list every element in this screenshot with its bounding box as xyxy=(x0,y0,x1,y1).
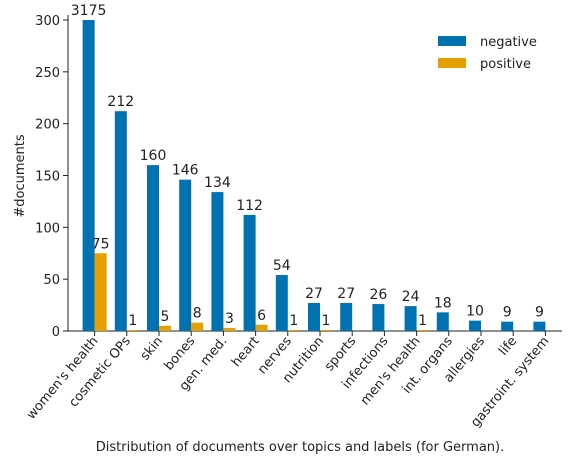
value-label: 6 xyxy=(257,308,266,324)
bar xyxy=(82,20,95,331)
bar xyxy=(94,253,107,331)
bar xyxy=(255,324,268,331)
y-tick-label: 150 xyxy=(35,170,60,185)
x-tick-label: skin xyxy=(138,334,166,364)
bar xyxy=(223,327,236,331)
y-tick-label: 50 xyxy=(43,273,60,288)
value-label: 8 xyxy=(193,306,202,322)
value-label: 24 xyxy=(402,289,420,305)
bar xyxy=(404,306,417,331)
chart-title: Distribution of documents over topics an… xyxy=(96,440,505,455)
value-label: 1 xyxy=(128,313,137,329)
value-label: 1 xyxy=(418,313,427,329)
y-tick-label: 100 xyxy=(35,221,60,236)
bar xyxy=(211,192,224,331)
value-label: 112 xyxy=(236,198,263,214)
bar xyxy=(243,214,256,331)
bar xyxy=(191,322,204,331)
bar xyxy=(416,329,429,331)
value-label: 212 xyxy=(107,94,134,110)
value-label: 146 xyxy=(172,163,199,179)
value-label: 9 xyxy=(535,305,544,321)
value-label: 134 xyxy=(204,175,231,191)
bar xyxy=(501,321,514,331)
bar xyxy=(372,304,385,331)
legend-swatch xyxy=(438,58,466,68)
x-tick-label: life xyxy=(496,334,520,359)
value-label: 18 xyxy=(434,295,452,311)
value-label: 75 xyxy=(92,236,110,252)
value-label: 10 xyxy=(466,304,484,320)
y-tick-label: 0 xyxy=(52,325,60,340)
y-axis-label: #documents xyxy=(13,134,28,217)
y-tick-label: 300 xyxy=(35,14,60,29)
bar xyxy=(287,329,300,331)
value-label: 3 xyxy=(225,311,234,327)
y-tick-label: 250 xyxy=(35,66,60,81)
bar xyxy=(340,303,353,331)
y-tick-label: 200 xyxy=(35,118,60,133)
value-label: 5 xyxy=(161,309,170,325)
bar xyxy=(147,165,159,331)
bar xyxy=(275,275,288,331)
bar xyxy=(159,325,171,331)
legend-label: positive xyxy=(480,57,531,72)
legend-swatch xyxy=(438,36,466,46)
bar xyxy=(436,312,449,331)
value-label: 1 xyxy=(322,313,331,329)
value-label: 26 xyxy=(369,287,387,303)
value-label: 1 xyxy=(289,313,298,329)
value-label: 27 xyxy=(305,286,323,302)
bar xyxy=(126,329,139,331)
bar xyxy=(114,111,127,331)
value-label: 9 xyxy=(503,305,512,321)
bar xyxy=(179,179,192,331)
bar xyxy=(320,329,332,331)
bar xyxy=(469,320,481,331)
value-label: 160 xyxy=(140,148,167,164)
value-label: 54 xyxy=(273,258,291,274)
bar xyxy=(533,321,546,331)
value-label: 27 xyxy=(337,286,355,302)
value-label: 3175 xyxy=(71,3,107,19)
legend-label: negative xyxy=(480,35,537,50)
bar xyxy=(308,303,320,331)
